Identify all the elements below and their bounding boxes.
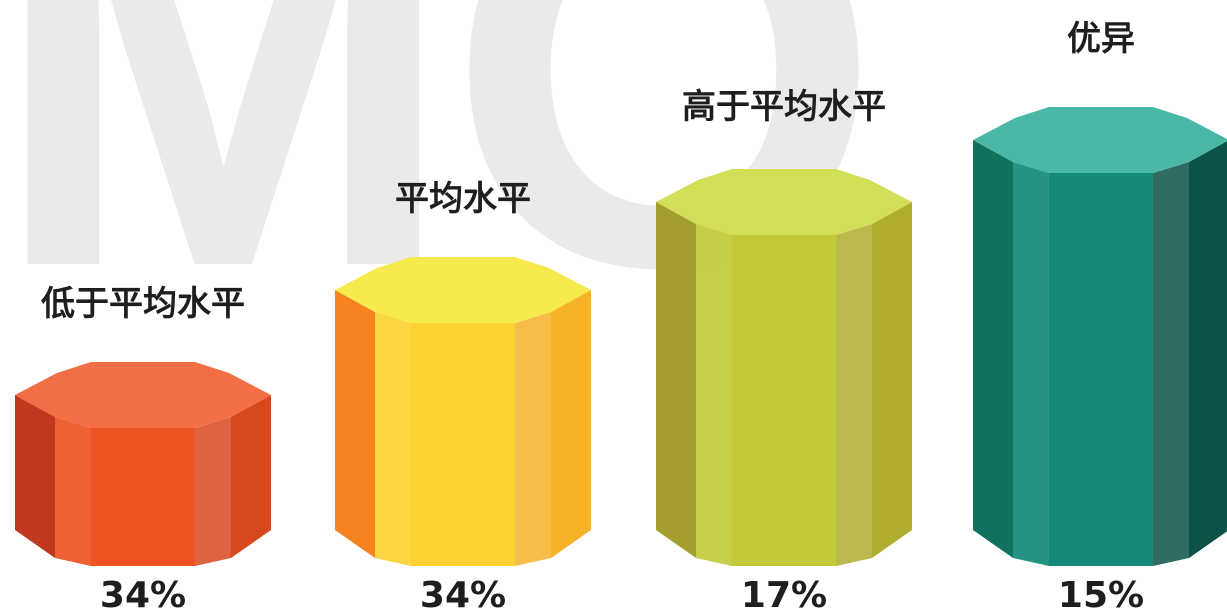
bar-right-face <box>1189 141 1227 558</box>
bar-top-face <box>656 169 912 235</box>
bar-left-inner-face <box>1013 162 1049 566</box>
bar-top-face <box>335 257 591 323</box>
bar-prism <box>973 107 1227 566</box>
bar-left-inner-face <box>55 417 91 566</box>
bar-prism <box>335 257 591 566</box>
category-label: 高于平均水平 <box>682 87 886 127</box>
bar-right-inner-face <box>836 224 872 566</box>
category-label: 低于平均水平 <box>41 284 245 324</box>
bar-left-inner-face <box>375 312 411 566</box>
bar-left-face <box>656 202 696 558</box>
bar-front-face <box>91 428 195 566</box>
bar-right-face <box>231 395 271 558</box>
bar-front-face <box>1049 173 1153 566</box>
value-label: 17% <box>741 575 827 615</box>
bar-front-face <box>732 235 836 566</box>
category-label: 平均水平 <box>395 179 531 219</box>
bars-group <box>15 107 1227 566</box>
bar-front-face <box>411 323 515 566</box>
value-label: 34% <box>420 575 506 615</box>
value-label: 34% <box>100 575 186 615</box>
bar-top-face <box>15 362 271 428</box>
bar-left-face <box>15 395 55 558</box>
value-label: 15% <box>1058 575 1144 615</box>
bar-prism <box>15 362 271 566</box>
bar-left-face <box>973 140 1013 558</box>
bar-top-face <box>973 107 1227 173</box>
category-label: 优异 <box>1067 19 1135 59</box>
bar-left-face <box>335 290 375 558</box>
bar-prism <box>656 169 912 566</box>
bar-left-inner-face <box>696 224 732 566</box>
bar-right-face <box>872 202 912 558</box>
bar-right-face <box>551 290 591 558</box>
labels-group: 低于平均水平 34% 平均水平 34% 高于平均水平 17% 优异 15% <box>41 19 1144 615</box>
bar-right-inner-face <box>1153 162 1189 566</box>
bar-right-inner-face <box>515 312 551 566</box>
bar-right-inner-face <box>195 417 231 566</box>
